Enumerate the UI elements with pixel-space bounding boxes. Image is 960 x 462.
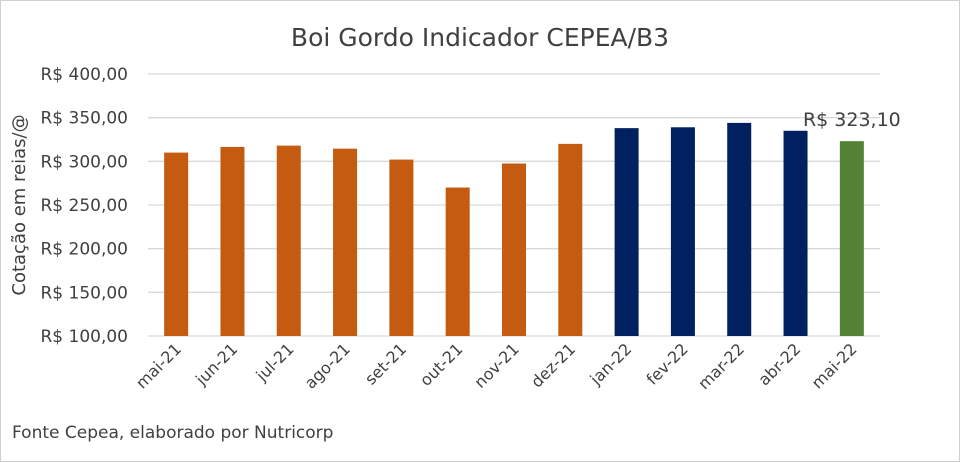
- x-tick-label: ago-21: [301, 339, 354, 392]
- x-tick-label: dez-21: [527, 339, 579, 391]
- data-label: R$ 323,10: [803, 109, 901, 131]
- x-tick-label: mai-21: [132, 339, 185, 392]
- bar-fev-22: [670, 127, 695, 336]
- x-tick-label: abr-22: [754, 339, 804, 389]
- y-tick-label: R$ 400,00: [40, 65, 128, 85]
- y-tick-label: R$ 250,00: [40, 196, 128, 216]
- bar-jul-21: [276, 145, 301, 336]
- x-tick-label: fev-22: [642, 339, 691, 388]
- y-axis-label: Cotação em reias/@: [9, 114, 30, 295]
- x-tick-label: mai-22: [808, 339, 861, 392]
- bar-mai-21: [164, 152, 189, 336]
- x-tick-label: jan-22: [586, 339, 636, 389]
- y-tick-label: R$ 150,00: [40, 283, 128, 303]
- x-tick-label: mar-22: [694, 339, 748, 393]
- x-tick-label: nov-21: [470, 339, 522, 391]
- bar-jun-21: [220, 146, 245, 336]
- bar-abr-22: [783, 130, 808, 336]
- bar-mar-22: [727, 122, 752, 336]
- x-tick-label: set-21: [361, 339, 410, 388]
- bar-nov-21: [502, 163, 526, 336]
- y-tick-label: R$ 100,00: [40, 327, 128, 347]
- bar-ago-21: [333, 148, 358, 336]
- source-note: Fonte Cepea, elaborado por Nutricorp: [12, 423, 333, 443]
- bar-out-21: [445, 187, 470, 336]
- chart-title: Boi Gordo Indicador CEPEA/B3: [291, 23, 669, 52]
- bar-jan-22: [614, 128, 639, 336]
- y-tick-label: R$ 300,00: [40, 152, 128, 172]
- bar-mai-22: [839, 141, 864, 336]
- bar-dez-21: [558, 143, 583, 336]
- y-tick-label: R$ 350,00: [40, 109, 128, 129]
- x-tick-label: jun-21: [191, 339, 241, 389]
- y-tick-label: R$ 200,00: [40, 240, 128, 260]
- x-tick-label: out-21: [416, 339, 466, 389]
- bar-set-21: [389, 159, 414, 336]
- x-tick-label: jul-21: [252, 339, 298, 385]
